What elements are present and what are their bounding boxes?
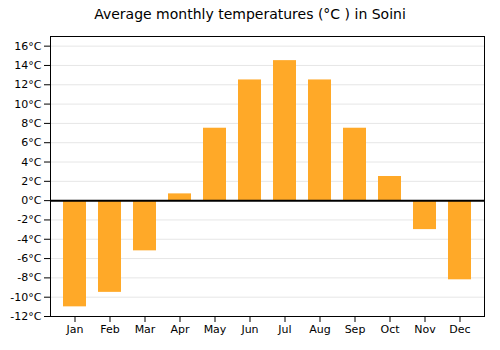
- svg-text:0°C: 0°C: [21, 194, 41, 207]
- svg-text:-10°C: -10°C: [10, 291, 41, 304]
- svg-text:Jun: Jun: [240, 323, 258, 336]
- svg-text:May: May: [204, 323, 227, 336]
- svg-text:Jul: Jul: [277, 323, 291, 336]
- svg-text:6°C: 6°C: [21, 136, 41, 149]
- svg-text:-2°C: -2°C: [17, 213, 41, 226]
- svg-text:Sep: Sep: [345, 323, 366, 336]
- svg-text:Apr: Apr: [170, 323, 190, 336]
- svg-text:Oct: Oct: [380, 323, 400, 336]
- svg-text:-6°C: -6°C: [17, 252, 41, 265]
- html-text:Average monthly temperatures (: Average monthly temperatures (°C ) in So…: [94, 6, 406, 22]
- svg-text:-12°C: -12°C: [10, 310, 41, 323]
- svg-text:12°C: 12°C: [14, 78, 41, 91]
- svg-text:Mar: Mar: [135, 323, 156, 336]
- svg-text:4°C: 4°C: [21, 156, 41, 169]
- svg-text:2°C: 2°C: [21, 175, 41, 188]
- svg-text:Jan: Jan: [66, 323, 84, 336]
- svg-text:16°C: 16°C: [14, 40, 41, 53]
- svg-text:-4°C: -4°C: [17, 233, 41, 246]
- svg-text:10°C: 10°C: [14, 98, 41, 111]
- svg-text:Aug: Aug: [309, 323, 330, 336]
- svg-text:Nov: Nov: [414, 323, 436, 336]
- svg-text:-8°C: -8°C: [17, 271, 41, 284]
- svg-text:Dec: Dec: [449, 323, 470, 336]
- svg-text:Feb: Feb: [100, 323, 119, 336]
- svg-text:8°C: 8°C: [21, 117, 41, 130]
- svg-text:14°C: 14°C: [14, 59, 41, 72]
